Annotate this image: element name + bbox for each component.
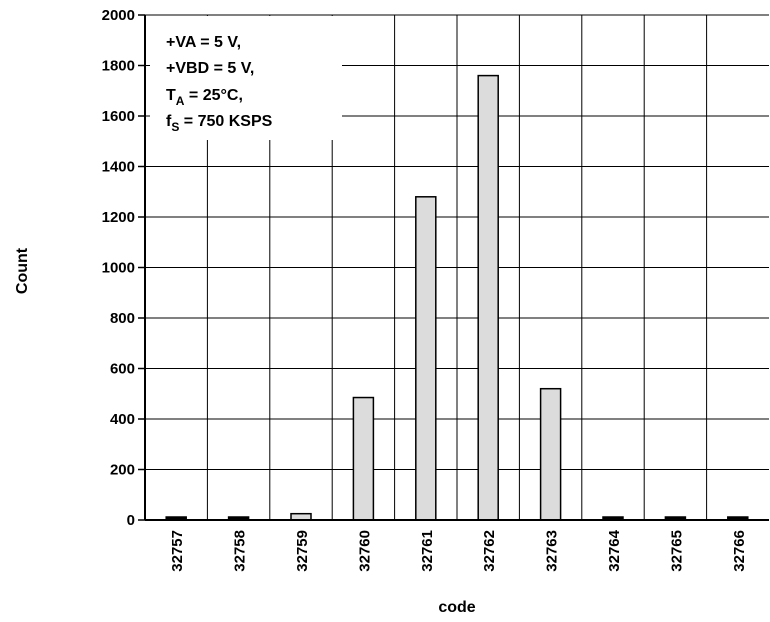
annotation-line-temperature: TA = 25°C, [166, 87, 243, 108]
y-tick-label: 2000 [102, 7, 135, 24]
y-tick-label: 1800 [102, 58, 135, 75]
annotation-line-vbd: +VBD = 5 V, [166, 60, 254, 77]
x-tick-label: 32762 [481, 530, 498, 572]
y-tick-label: 1400 [102, 159, 135, 176]
bar-32760 [352, 396, 375, 521]
bar-32763 [539, 387, 562, 521]
x-tick-label: 32758 [232, 530, 249, 572]
bars [165, 74, 749, 521]
x-tick-label: 32763 [544, 530, 561, 572]
condition-annotation: +VA = 5 V, +VBD = 5 V, TA = 25°C, fS = 7… [150, 16, 342, 140]
axes [138, 14, 769, 521]
y-tick-label: 0 [127, 512, 135, 529]
y-tick-labels: 0 200 400 600 800 1000 1200 1400 1600 1800 2000 [102, 7, 135, 529]
y-tick-label: 400 [110, 411, 135, 428]
y-tick-label: 1200 [102, 209, 135, 226]
x-tick-labels: 32757 32758 32759 32760 32761 32762 32763 32764… [169, 529, 748, 571]
y-tick-label: 1600 [102, 108, 135, 125]
x-tick-label: 32761 [419, 530, 436, 572]
x-tick-label: 32760 [356, 530, 373, 572]
x-tick-label: 32766 [731, 530, 748, 572]
y-axis-title: Count [14, 247, 31, 294]
x-tick-label: 32765 [668, 530, 685, 572]
annotation-line-sample-rate: fS = 750 KSPS [166, 113, 273, 134]
y-tick-label: 200 [110, 462, 135, 479]
y-tick-label: 1000 [102, 260, 135, 277]
x-axis-title: code [438, 599, 475, 616]
bar-32761 [415, 196, 437, 521]
x-tick-label: 32759 [294, 530, 311, 572]
y-tick-label: 600 [110, 361, 135, 378]
x-tick-label: 32764 [606, 529, 623, 571]
x-tick-label: 32757 [169, 530, 186, 572]
annotation-box [150, 16, 342, 140]
y-tick-label: 800 [110, 310, 135, 327]
bar-32762 [477, 74, 499, 521]
annotation-line-va: +VA = 5 V, [166, 34, 241, 51]
